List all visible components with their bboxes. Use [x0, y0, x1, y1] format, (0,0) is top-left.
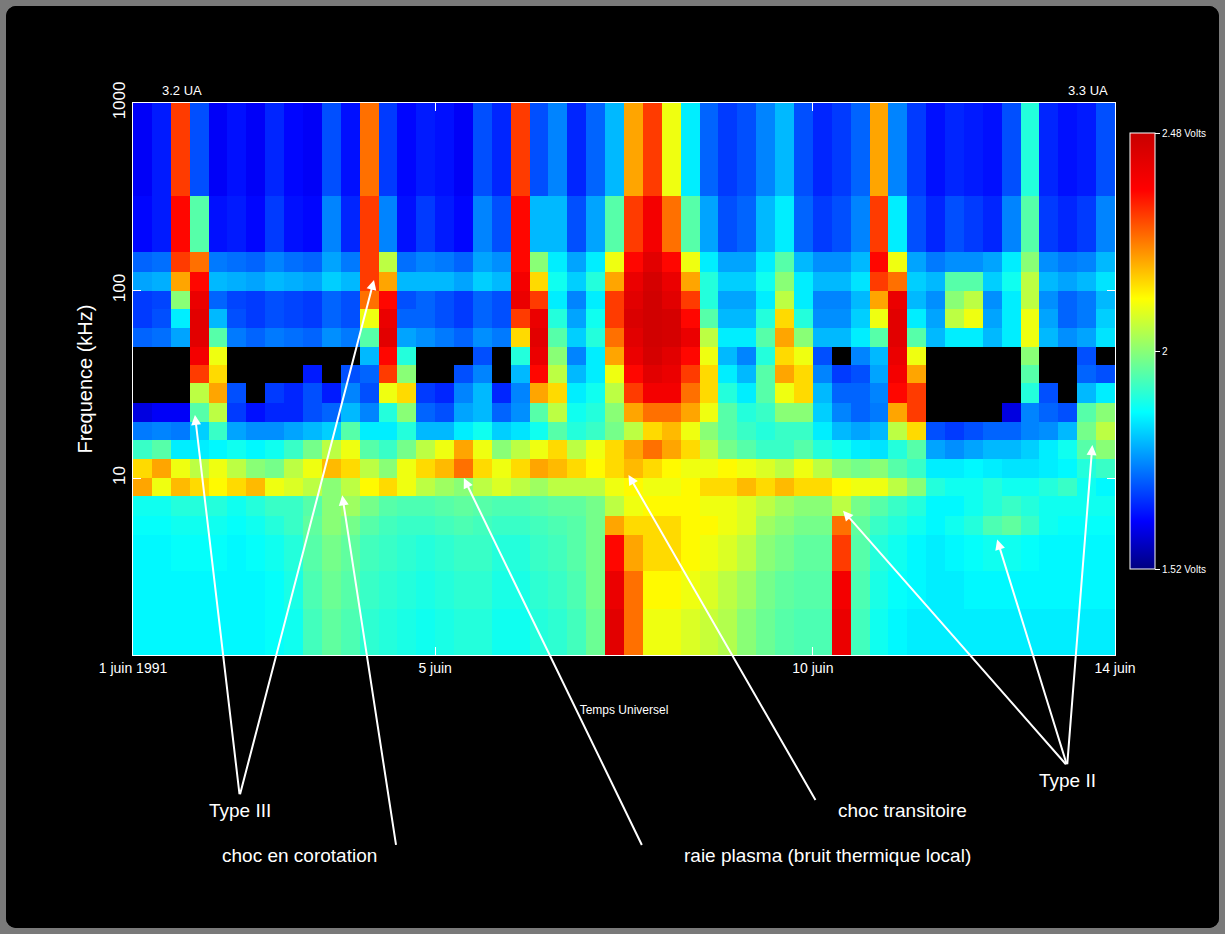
- svg-text:3.2 UA: 3.2 UA: [162, 83, 202, 98]
- svg-text:Type II: Type II: [1039, 770, 1096, 791]
- svg-text:3.3 UA: 3.3 UA: [1068, 83, 1108, 98]
- svg-text:2: 2: [1162, 346, 1168, 357]
- svg-text:Temps Universel: Temps Universel: [580, 703, 669, 717]
- svg-text:100: 100: [110, 274, 129, 302]
- svg-text:2.48 Volts: 2.48 Volts: [1162, 128, 1206, 139]
- svg-text:raie plasma (bruit thermique l: raie plasma (bruit thermique local): [684, 845, 971, 866]
- svg-text:14 juin: 14 juin: [1094, 660, 1135, 676]
- svg-text:choc en corotation: choc en corotation: [222, 845, 377, 866]
- svg-text:1.52 Volts: 1.52 Volts: [1162, 564, 1206, 575]
- svg-text:10 juin: 10 juin: [792, 660, 833, 676]
- svg-text:1 juin 1991: 1 juin 1991: [99, 660, 168, 676]
- svg-text:Frequence (kHz): Frequence (kHz): [74, 305, 96, 454]
- svg-text:5 juin: 5 juin: [418, 660, 451, 676]
- svg-text:1000: 1000: [110, 82, 129, 120]
- svg-text:Type III: Type III: [209, 800, 271, 821]
- svg-text:10: 10: [110, 466, 129, 485]
- svg-text:choc transitoire: choc transitoire: [838, 800, 967, 821]
